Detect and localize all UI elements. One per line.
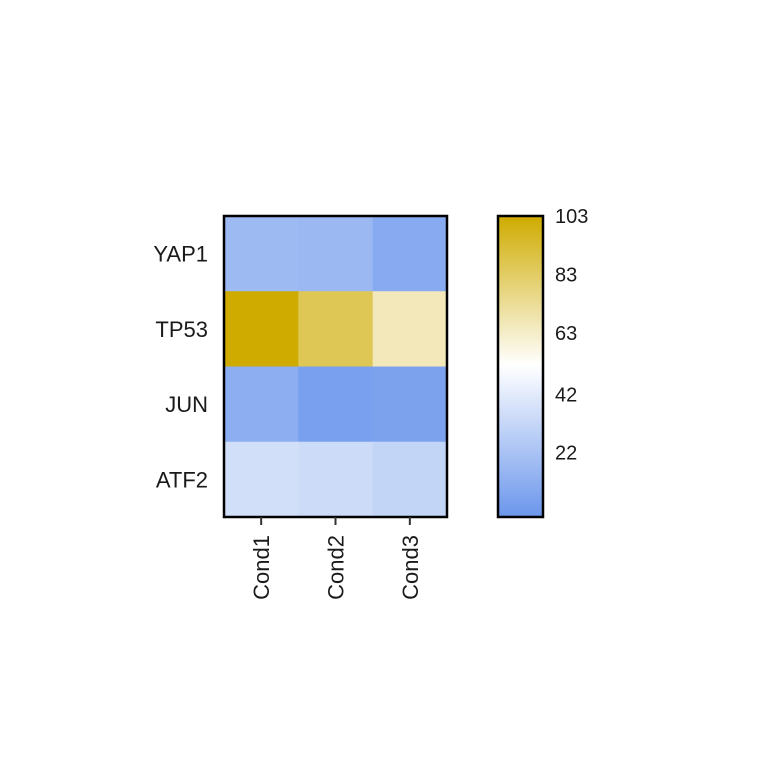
heatmap-cell-jun-cond2 — [298, 366, 374, 443]
row-label: JUN — [165, 392, 208, 417]
row-label: ATF2 — [156, 467, 208, 492]
heatmap-cell-jun-cond1 — [224, 366, 299, 443]
colorbar-tick-label: 83 — [555, 264, 577, 286]
heatmap-cell-jun-cond3 — [372, 366, 448, 443]
heatmap-cell-atf2-cond3 — [372, 441, 448, 518]
colorbar-tick-label: 103 — [555, 206, 588, 228]
row-label: TP53 — [155, 317, 208, 342]
column-label: Cond2 — [324, 535, 349, 600]
colorbar-tick-label: 63 — [555, 323, 577, 345]
heatmap-cell-yap1-cond3 — [372, 216, 448, 292]
colorbar-tick-label: 42 — [555, 384, 577, 406]
heatmap-cells — [224, 216, 448, 518]
column-label: Cond1 — [249, 535, 274, 600]
colorbar — [496, 214, 545, 519]
row-label: YAP1 — [153, 242, 208, 267]
column-ticks — [260, 517, 411, 525]
heatmap-cell-tp53-cond1 — [224, 291, 299, 368]
heatmap-cell-atf2-cond1 — [224, 441, 299, 518]
column-label: Cond3 — [398, 535, 423, 600]
colorbar-tick-label: 22 — [555, 443, 577, 465]
heatmap-cell-yap1-cond2 — [298, 216, 374, 292]
heatmap-cell-tp53-cond3 — [372, 291, 448, 368]
colorbar-ticks: 22 42 63 83 103 — [555, 206, 588, 465]
column-labels: Cond1 Cond2 Cond3 — [249, 535, 423, 600]
heatmap-cell-yap1-cond1 — [224, 216, 299, 292]
heatmap-cell-atf2-cond2 — [298, 441, 374, 518]
heatmap-cell-tp53-cond2 — [298, 291, 374, 368]
row-labels: YAP1 TP53 JUN ATF2 — [153, 242, 208, 493]
